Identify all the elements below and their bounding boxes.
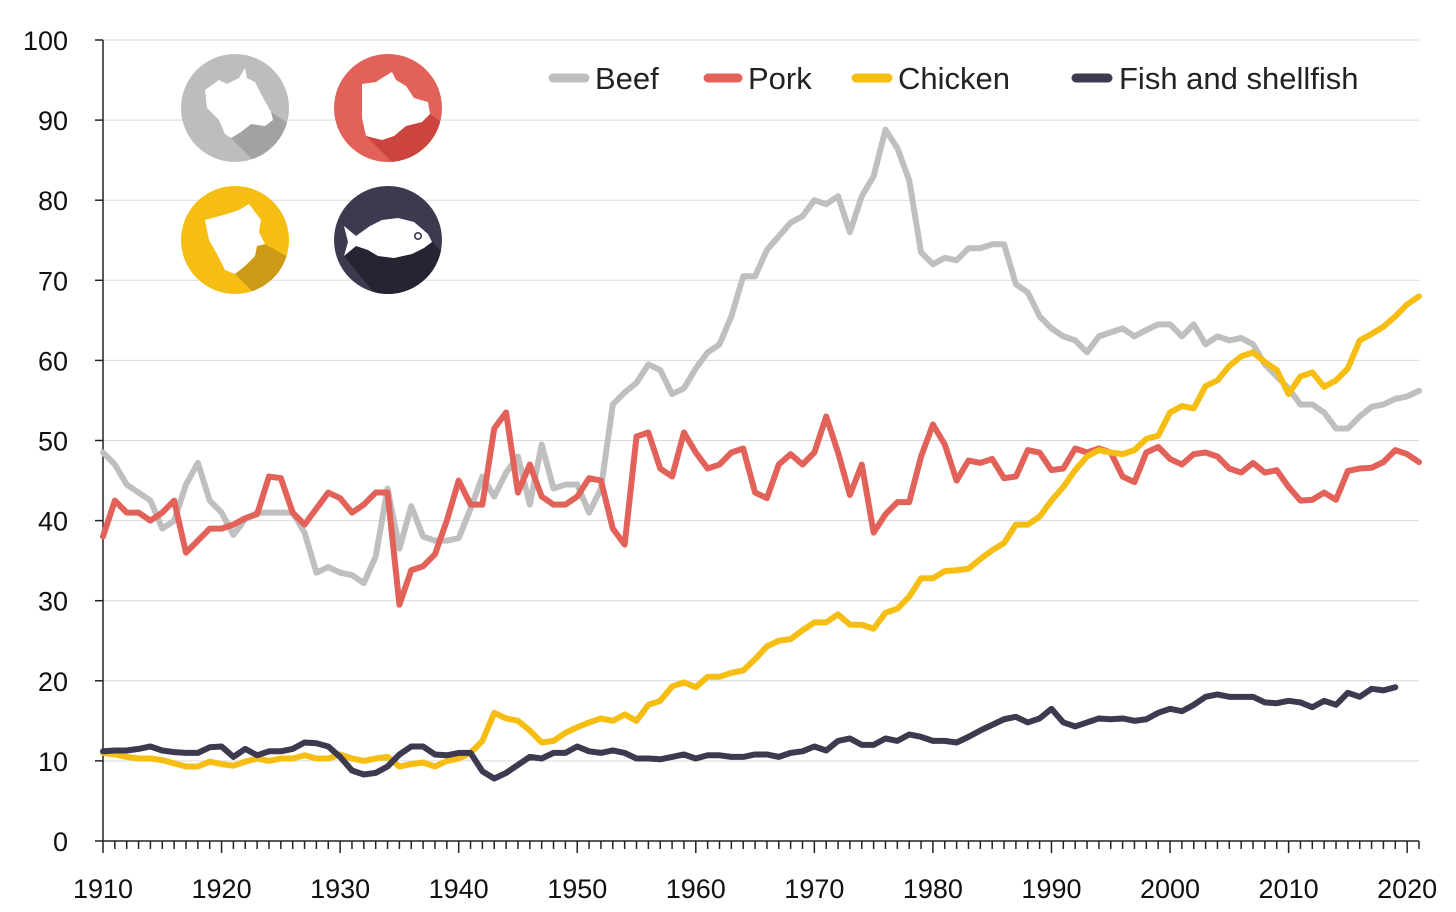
series-line-pork: [100, 409, 1422, 608]
axes: 0 10 20 30 40 50 60 70 80 90 100 1910 1920 1930 1940 19…: [23, 26, 1437, 904]
x-tick-label: 1920: [192, 874, 252, 904]
legend-label-beef: Beef: [595, 61, 659, 96]
series-lines: [100, 126, 1422, 782]
series-line-fish-and-shellfish: [100, 684, 1399, 782]
x-tick-label: 1950: [547, 874, 607, 904]
x-tick-label: 1910: [73, 874, 133, 904]
x-tick-label: 1930: [310, 874, 370, 904]
series-line-chicken: [100, 293, 1422, 770]
x-tick-label: 2020: [1377, 874, 1437, 904]
y-tick-label: 70: [38, 266, 68, 296]
series-line-beef: [100, 126, 1422, 587]
y-tick-label: 20: [38, 667, 68, 697]
y-tick-label: 50: [38, 427, 68, 457]
pig-icon: [334, 54, 442, 162]
x-tick-label: 1960: [666, 874, 726, 904]
x-tick-label: 1970: [784, 874, 844, 904]
y-tick-label: 60: [38, 346, 68, 376]
y-tick-label: 90: [38, 106, 68, 136]
y-tick-label: 80: [38, 186, 68, 216]
y-tick-label: 40: [38, 507, 68, 537]
y-tick-label: 30: [38, 587, 68, 617]
legend-label-fish-and-shellfish: Fish and shellfish: [1119, 61, 1359, 96]
x-tick-label: 2000: [1140, 874, 1200, 904]
x-tick-label: 1980: [903, 874, 963, 904]
icon-grid: [181, 54, 442, 294]
chicken-icon: [181, 186, 289, 294]
y-tick-label: 100: [23, 26, 68, 56]
cow-icon: [181, 54, 289, 162]
legend: Beef Pork Chicken Fish and shellfish: [548, 61, 1359, 96]
x-tick-label: 2010: [1259, 874, 1319, 904]
x-tick-label: 1940: [429, 874, 489, 904]
y-tick-label: 0: [53, 827, 68, 857]
fish-icon: [334, 186, 442, 294]
gridlines: [103, 39, 1419, 762]
legend-label-chicken: Chicken: [898, 61, 1010, 96]
legend-label-pork: Pork: [748, 61, 812, 96]
x-tick-label: 1990: [1021, 874, 1081, 904]
y-tick-label: 10: [38, 747, 68, 777]
